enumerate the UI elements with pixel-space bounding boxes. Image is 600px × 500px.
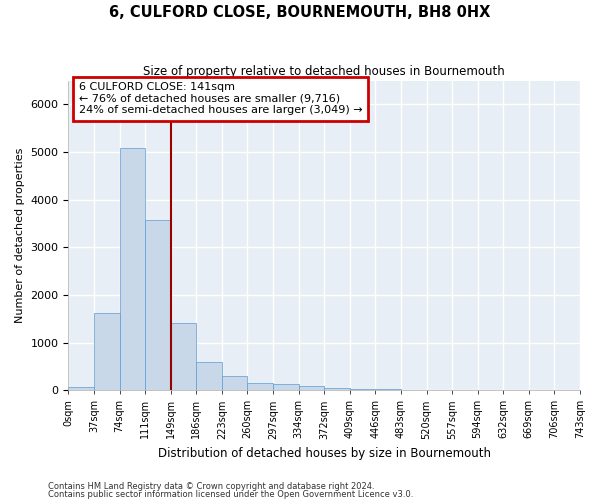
- Text: Contains public sector information licensed under the Open Government Licence v3: Contains public sector information licen…: [48, 490, 413, 499]
- Bar: [119, 148, 145, 390]
- Bar: [376, 389, 401, 390]
- X-axis label: Distribution of detached houses by size in Bournemouth: Distribution of detached houses by size …: [158, 447, 491, 460]
- Y-axis label: Number of detached properties: Number of detached properties: [15, 148, 25, 323]
- Bar: [222, 376, 247, 390]
- Bar: [171, 324, 196, 390]
- Bar: [273, 384, 299, 390]
- Bar: [324, 388, 350, 390]
- Bar: [299, 386, 324, 390]
- Bar: [350, 388, 376, 390]
- Bar: [247, 383, 273, 390]
- Title: Size of property relative to detached houses in Bournemouth: Size of property relative to detached ho…: [143, 65, 505, 78]
- Bar: [68, 386, 94, 390]
- Text: Contains HM Land Registry data © Crown copyright and database right 2024.: Contains HM Land Registry data © Crown c…: [48, 482, 374, 491]
- Bar: [196, 362, 222, 390]
- Text: 6, CULFORD CLOSE, BOURNEMOUTH, BH8 0HX: 6, CULFORD CLOSE, BOURNEMOUTH, BH8 0HX: [109, 5, 491, 20]
- Text: 6 CULFORD CLOSE: 141sqm
← 76% of detached houses are smaller (9,716)
24% of semi: 6 CULFORD CLOSE: 141sqm ← 76% of detache…: [79, 82, 362, 116]
- Bar: [145, 220, 171, 390]
- Bar: [94, 313, 119, 390]
